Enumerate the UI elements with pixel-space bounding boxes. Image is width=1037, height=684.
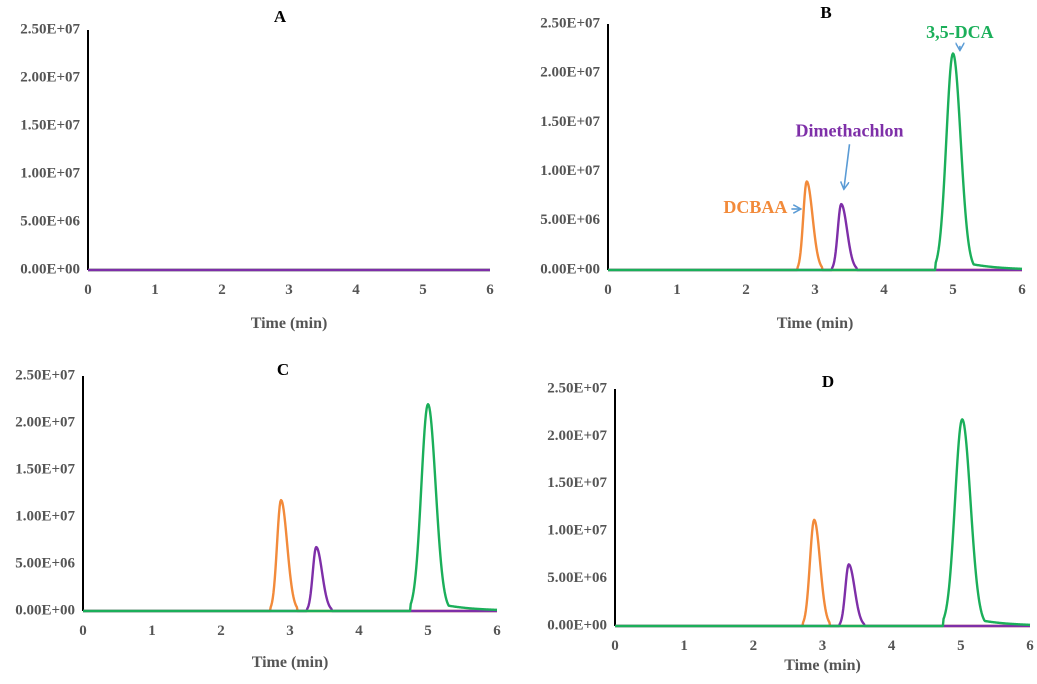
y-tick-label: 2.00E+07	[540, 65, 600, 81]
x-tick-label: 3	[819, 638, 827, 654]
x-tick-label: 6	[1026, 638, 1034, 654]
annotation-label: Dimethachlon	[796, 120, 904, 140]
x-tick-label: 3	[286, 623, 294, 639]
y-tick-label: 5.00E+06	[547, 570, 607, 586]
x-tick-label: 0	[611, 638, 619, 654]
x-tick-label: 2	[750, 638, 758, 654]
y-tick-label: 1.00E+07	[15, 508, 75, 524]
x-tick-label: 2	[742, 282, 750, 298]
panel-title-a: A	[274, 7, 287, 26]
x-tick-label: 2	[218, 282, 226, 298]
panel-c: C 0.00E+00 5.00E+06 1.00E+07 1.50E+07 2.00E+0…	[15, 360, 501, 671]
annotation-label: DCBAA	[723, 197, 787, 217]
series-line-green	[82, 403, 498, 613]
y-tick-label: 0.00E+00	[547, 617, 607, 633]
x-axis-title: Time (min)	[777, 315, 854, 332]
x-axis-title: Time (min)	[251, 315, 328, 332]
x-tick-label: 0	[79, 623, 87, 639]
x-tick-label: 4	[355, 623, 363, 639]
y-tick-label: 1.50E+07	[15, 461, 75, 477]
x-tick-label: 1	[680, 638, 688, 654]
y-tick-label: 1.00E+07	[547, 523, 607, 539]
x-tick-label: 5	[419, 282, 427, 298]
y-tick-label: 2.50E+07	[20, 21, 80, 37]
y-tick-label: 1.50E+07	[20, 117, 80, 133]
x-tick-label: 3	[285, 282, 293, 298]
x-tick-label: 1	[148, 623, 156, 639]
series-line-green	[614, 418, 1031, 628]
x-axis-title: Time (min)	[784, 657, 861, 674]
x-tick-label: 6	[493, 623, 501, 639]
y-tick-label: 5.00E+06	[20, 213, 80, 229]
series-line-orange	[614, 518, 1031, 628]
annotation-label: 3,5-DCA	[926, 22, 994, 42]
panel-title-d: D	[822, 372, 834, 391]
x-tick-label: 3	[811, 282, 819, 298]
panel-b: B 0.00E+00 5.00E+06 1.00E+07 1.50E+07 2.00E+0…	[540, 3, 1026, 332]
series-line-green	[607, 52, 1023, 272]
y-tick-label: 5.00E+06	[540, 212, 600, 228]
y-tick-label: 1.50E+07	[540, 114, 600, 130]
panel-title-c: C	[277, 360, 289, 379]
x-tick-label: 4	[352, 282, 360, 298]
series-line-orange	[607, 180, 1023, 272]
y-tick-label: 2.50E+07	[547, 380, 607, 396]
x-tick-label: 4	[880, 282, 888, 298]
x-axis-title: Time (min)	[252, 654, 329, 671]
x-tick-label: 5	[424, 623, 432, 639]
y-tick-label: 1.00E+07	[20, 165, 80, 181]
y-tick-label: 5.00E+06	[15, 555, 75, 571]
x-tick-label: 1	[151, 282, 159, 298]
panel-title-b: B	[820, 3, 831, 22]
y-tick-label: 2.00E+07	[20, 69, 80, 85]
y-tick-label: 1.50E+07	[547, 475, 607, 491]
y-tick-label: 0.00E+00	[540, 261, 600, 277]
x-tick-label: 5	[957, 638, 965, 654]
panel-d: D 0.00E+00 5.00E+06 1.00E+07 1.50E+07 2.00E+0…	[547, 372, 1034, 674]
x-tick-label: 0	[604, 282, 612, 298]
x-tick-label: 5	[949, 282, 957, 298]
y-tick-label: 2.50E+07	[540, 15, 600, 31]
x-tick-label: 6	[486, 282, 494, 298]
x-tick-label: 1	[673, 282, 681, 298]
series-line-orange	[82, 498, 498, 613]
y-tick-label: 0.00E+00	[15, 602, 75, 618]
x-tick-label: 2	[217, 623, 225, 639]
y-tick-label: 2.00E+07	[15, 414, 75, 430]
y-tick-label: 2.00E+07	[547, 428, 607, 444]
annotation-arrow	[844, 144, 851, 188]
x-tick-label: 4	[888, 638, 896, 654]
y-tick-label: 0.00E+00	[20, 261, 80, 277]
x-tick-label: 0	[84, 282, 92, 298]
y-tick-label: 2.50E+07	[15, 367, 75, 383]
panel-a: A 0.00E+00 5.00E+06 1.00E+07 1.50E+07 2.00E+0…	[20, 7, 494, 332]
y-tick-label: 1.00E+07	[540, 163, 600, 179]
x-tick-label: 6	[1018, 282, 1026, 298]
